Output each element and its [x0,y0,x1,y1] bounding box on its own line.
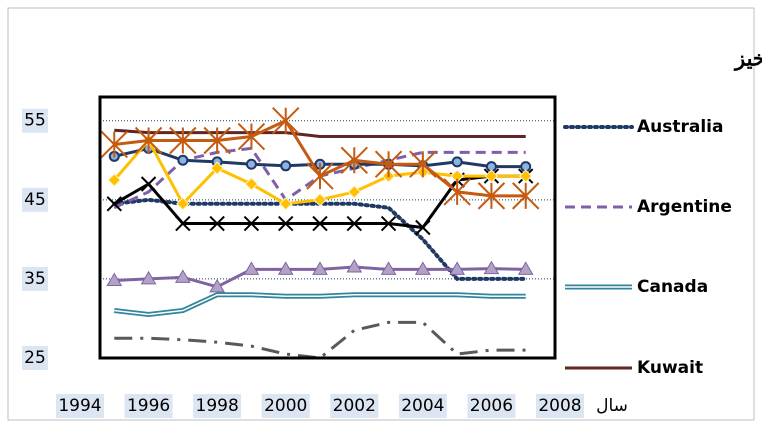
chart-frame [7,7,755,421]
tick-label-bg [261,394,310,418]
marker [278,215,294,232]
marker [477,182,506,210]
marker [484,169,499,183]
marker [107,173,121,187]
marker [346,215,362,232]
marker [512,182,540,210]
marker [312,215,328,232]
marker [169,126,197,155]
marker [380,261,397,275]
marker [517,261,534,275]
y-tick-label: 55 [24,111,46,131]
x-tick-label: 1994 [58,396,101,416]
marker [106,196,122,212]
marker [306,162,334,190]
marker [134,126,163,155]
marker [346,259,363,273]
marker [175,215,191,232]
marker [177,154,189,166]
tick-label-bg [22,266,48,291]
x-tick-label: 2004 [401,396,444,416]
marker [237,122,266,151]
marker [174,269,191,283]
tick-label-bg [398,394,447,418]
y-tick-label: 35 [24,269,46,289]
x-tick-label: 2008 [538,396,581,416]
y-tick-label: 25 [24,348,46,368]
marker [140,176,157,192]
marker [380,215,397,232]
marker [279,197,293,211]
marker [245,158,257,170]
marker [176,197,190,211]
x-tick-label: 2000 [264,396,307,416]
marker [312,261,328,275]
tick-label-bg [536,394,584,418]
marker [209,278,226,293]
chart-title: شاخص جینی در کشورهای توسعه یافته نفت خیز [733,46,762,72]
marker [483,260,500,275]
marker [280,160,292,172]
marker [409,150,437,178]
x-tick-label: 1996 [127,396,170,416]
marker [140,270,157,285]
y-tick-label: 45 [24,190,46,210]
tick-label-bg [124,394,173,418]
x-tick-label: 1998 [196,396,239,416]
marker [414,261,431,275]
marker [210,161,224,175]
marker [313,193,327,207]
legend-label: Canada [637,277,708,297]
plot [100,107,540,360]
marker [203,126,231,155]
marker [415,219,431,236]
marker [272,107,300,135]
marker [443,178,471,206]
marker [209,215,225,232]
tick-label-bg [22,346,48,370]
marker [277,261,294,275]
marker [244,177,259,191]
tick-label-bg [22,187,48,212]
marker [100,130,128,159]
x-tick-label: 2002 [333,396,376,416]
tick-label-bg [56,394,104,418]
marker [347,185,361,199]
tick-label-bg [193,394,242,418]
marker [243,261,260,275]
legend-label: Argentine [637,197,732,217]
marker [340,146,368,174]
plot-frame [98,95,557,360]
marker [243,215,260,232]
marker [519,169,533,183]
legend-label: Kuwait [637,358,703,378]
marker [106,272,123,286]
tick-label-bg [22,108,48,133]
x-tick-label: 2006 [470,396,513,416]
series-line-inner [114,293,526,316]
tick-label-bg [467,394,516,418]
tick-label-bg [330,394,379,418]
x-axis-label: سال [596,396,628,416]
legend-label: Australia [637,117,724,137]
marker [374,150,403,178]
marker [449,261,466,275]
marker [451,156,463,168]
